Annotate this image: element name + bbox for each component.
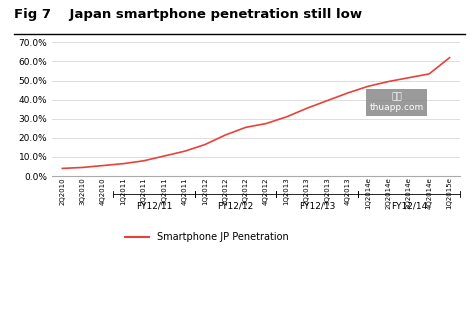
Text: FY12/14: FY12/14 <box>391 201 427 211</box>
Text: FY12/12: FY12/12 <box>218 201 254 211</box>
Text: FY12/11: FY12/11 <box>136 201 172 211</box>
Legend: Smartphone JP Penetration: Smartphone JP Penetration <box>121 228 293 246</box>
Text: Fig 7    Japan smartphone penetration still low: Fig 7 Japan smartphone penetration still… <box>14 8 362 21</box>
Text: FY12/13: FY12/13 <box>299 201 335 211</box>
Text: 触乐
thuapp.com: 触乐 thuapp.com <box>369 93 424 112</box>
